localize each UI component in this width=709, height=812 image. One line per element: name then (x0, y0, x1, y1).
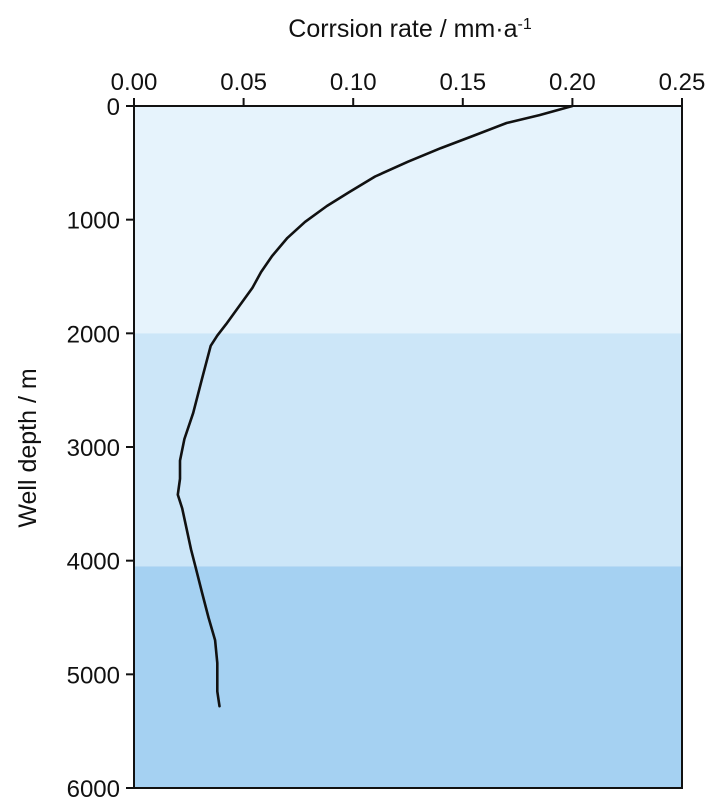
x-axis-title: Corrsion rate / mm·a-1 (288, 15, 532, 43)
x-tick-label: 0.05 (220, 69, 267, 96)
depth-band-1 (134, 106, 682, 334)
depth-band-2 (134, 333, 682, 567)
y-tick-label: 2000 (67, 321, 120, 348)
y-tick-label: 5000 (67, 662, 120, 689)
y-tick-label: 1000 (67, 208, 120, 235)
y-tick-label: 6000 (67, 776, 120, 803)
x-tick-label: 0.15 (439, 69, 486, 96)
x-axis-title-superscript: -1 (517, 16, 531, 33)
y-tick-label: 0 (107, 94, 120, 121)
x-tick-label: 0.10 (330, 69, 377, 96)
corrosion-rate-line (176, 104, 574, 708)
y-tick-label: 4000 (67, 549, 120, 576)
y-axis-title: Well depth / m (14, 368, 42, 527)
depth-band-3 (134, 566, 682, 788)
y-axis-ticks: 0 1000 2000 3000 4000 5000 6000 (67, 94, 134, 803)
x-tick-label: 0.25 (659, 69, 706, 96)
depth-bands (134, 106, 682, 788)
y-tick-label: 3000 (67, 435, 120, 462)
x-tick-label: 0.20 (549, 69, 596, 96)
x-axis-title-main: Corrsion rate / mm·a (288, 15, 517, 43)
plot-frame (133, 105, 683, 789)
x-axis-ticks: 0.00 0.05 0.10 0.15 0.20 0.25 (111, 69, 706, 106)
x-tick-label: 0.00 (111, 69, 158, 96)
